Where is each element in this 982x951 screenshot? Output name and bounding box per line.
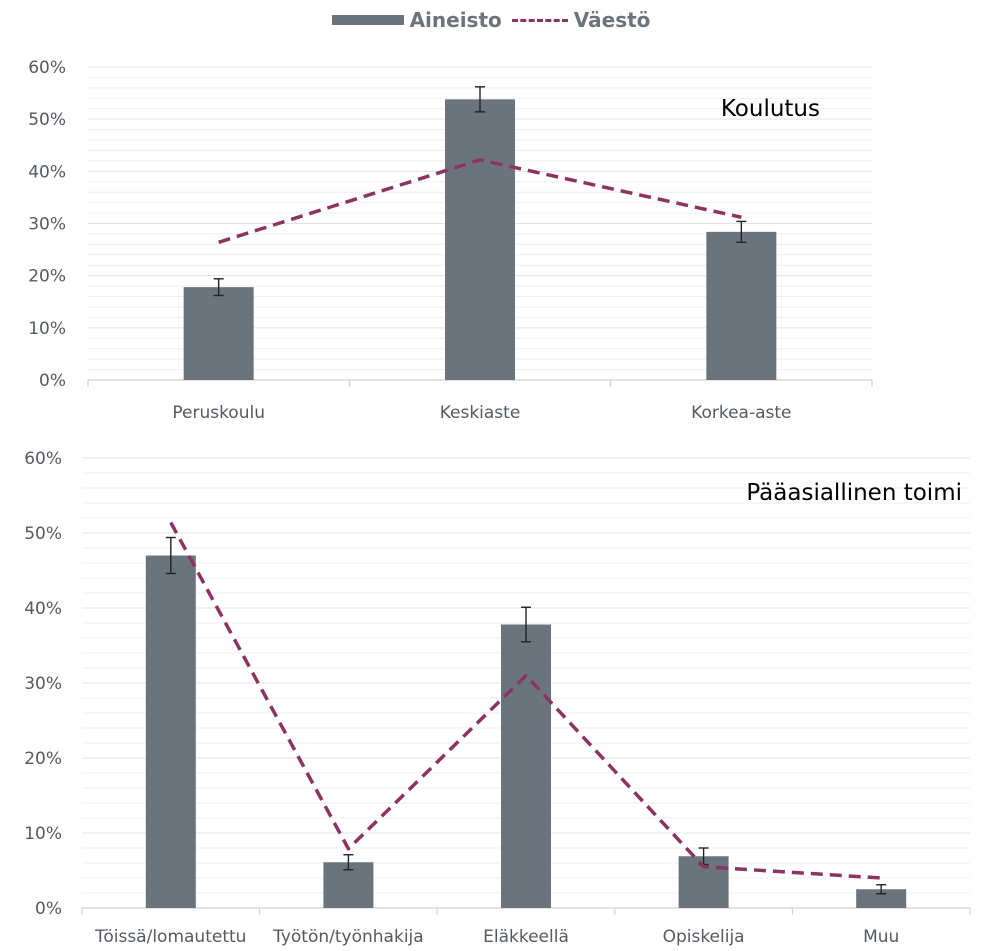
y-tick-label: 60%	[24, 449, 62, 469]
y-tick-label: 40%	[28, 162, 66, 182]
bar-muu	[856, 889, 907, 908]
y-tick-label: 0%	[35, 899, 62, 919]
legend-label-vaesto: Väestö	[573, 8, 651, 32]
y-tick-label: 50%	[24, 524, 62, 544]
x-category-label: Peruskoulu	[172, 403, 265, 423]
bar-töissä-lomautettu	[145, 555, 196, 908]
y-tick-label: 10%	[28, 319, 66, 339]
x-category-label: Muu	[863, 927, 899, 947]
line-vaesto	[169, 521, 882, 880]
y-tick-label: 30%	[24, 674, 62, 694]
bar-korkea-aste	[706, 231, 777, 380]
legend-bar-swatch	[331, 15, 404, 25]
y-tick-label: 20%	[24, 749, 62, 769]
y-tick-label: 50%	[28, 110, 66, 130]
y-tick-label: 0%	[39, 371, 66, 391]
legend-item-vaesto: Väestö	[511, 8, 651, 32]
y-tick-label: 30%	[28, 215, 66, 235]
y-tick-label: 60%	[28, 58, 66, 78]
legend-label-aineisto: Aineisto	[409, 8, 502, 32]
y-tick-label: 40%	[24, 599, 62, 619]
x-category-label: Keskiaste	[440, 403, 521, 423]
legend-item-aineisto: Aineisto	[331, 8, 502, 32]
x-category-label: Töissä/lomautettu	[94, 927, 246, 947]
chart-koulutus: 0% 10% 20% 30% 40% 50% 60% Peruskoulu Keskiaste K…	[28, 58, 873, 423]
x-category-label: Opiskelija	[663, 927, 745, 947]
bar-keskiaste	[445, 99, 515, 381]
chart-legend: Aineisto Väestö	[0, 6, 982, 34]
bar-peruskoulu	[183, 287, 254, 380]
x-category-label: Eläkkeellä	[483, 927, 569, 947]
y-tick-label: 20%	[28, 267, 66, 287]
chart-title: Koulutus	[721, 96, 820, 122]
chart-title: Pääasiallinen toimi	[746, 480, 962, 506]
x-category-label: Työtön/työnhakija	[272, 927, 424, 947]
legend-line-swatch	[511, 18, 568, 22]
y-tick-label: 10%	[24, 824, 62, 844]
bar-eläkkeellä	[501, 624, 551, 908]
line-vaesto	[218, 158, 742, 244]
x-category-label: Korkea-aste	[691, 403, 791, 423]
